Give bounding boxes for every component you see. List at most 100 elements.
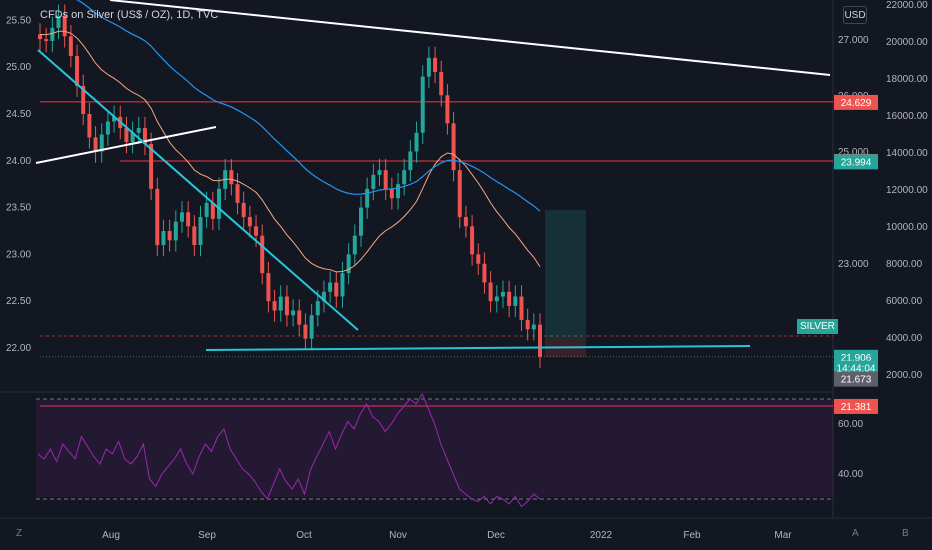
candle-body — [426, 57, 431, 77]
trendline-cyan-support — [205, 345, 751, 351]
volume-axis-tick: 6000.00 — [886, 296, 923, 307]
candle-body — [408, 151, 413, 171]
candle-body — [130, 132, 135, 143]
candle-body — [81, 85, 86, 114]
candle-body — [488, 282, 493, 302]
auto-scale-button[interactable]: A — [852, 528, 859, 539]
candle-body — [99, 134, 104, 152]
trendline-white-long — [109, 0, 831, 76]
candle-body — [463, 216, 468, 227]
ema-line — [39, 30, 541, 273]
candle-body — [38, 34, 42, 40]
time-axis-tick: Oct — [296, 530, 312, 541]
candle-body — [87, 114, 92, 138]
candle-body — [142, 128, 147, 144]
left-axis-tick: 25.00 — [6, 62, 31, 73]
currency-button[interactable]: USD — [843, 6, 867, 24]
left-axis-tick: 22.00 — [6, 343, 31, 354]
candle-body — [155, 188, 160, 246]
candle-body — [513, 296, 518, 306]
log-scale-button[interactable]: B — [902, 528, 909, 539]
candle-body — [167, 231, 172, 241]
volume-axis-tick: 16000.00 — [886, 111, 928, 122]
candle-body — [531, 324, 536, 330]
right-axis-tick: 25.000 — [838, 147, 869, 158]
left-axis-tick: 23.50 — [6, 203, 31, 214]
price-label-bg — [834, 154, 878, 170]
rsi-line — [37, 392, 541, 508]
candle-body — [93, 137, 98, 152]
candle-body — [192, 226, 197, 246]
candle-body — [309, 315, 314, 339]
candle-body — [352, 235, 357, 255]
left-axis-tick: 25.50 — [6, 15, 31, 26]
left-axis-tick: 23.00 — [6, 249, 31, 260]
price-label-bg — [834, 398, 878, 414]
volume-axis-tick: 2000.00 — [886, 370, 923, 381]
candle-body — [371, 174, 376, 189]
candle-body — [358, 207, 363, 236]
candle-body — [62, 15, 67, 37]
candle-body — [377, 170, 382, 175]
candle-body — [500, 291, 505, 297]
candle-body — [321, 291, 326, 302]
candle-body — [470, 226, 475, 255]
volume-axis-tick: 12000.00 — [886, 185, 928, 196]
candle-body — [254, 226, 259, 236]
time-axis-tick: Feb — [683, 530, 701, 541]
candle-body — [420, 76, 425, 133]
candle-body — [538, 324, 542, 357]
candle-body — [414, 132, 419, 152]
candle-body — [198, 216, 203, 246]
candle-body — [334, 282, 339, 297]
candle-body — [297, 310, 302, 325]
candle-body — [217, 188, 222, 219]
candle-body — [124, 128, 129, 143]
candle-body — [284, 296, 289, 316]
time-axis-tick: Nov — [389, 530, 407, 541]
candle-body — [383, 170, 388, 189]
candle-body — [68, 36, 73, 56]
right-axis-tick: 27.000 — [838, 35, 869, 46]
trendline-cyan-down — [37, 49, 359, 331]
candle-body — [340, 273, 345, 297]
left-axis-tick: 22.50 — [6, 296, 31, 307]
candle-body — [247, 216, 252, 227]
volume-axis-tick: 22000.00 — [886, 0, 928, 11]
candle-body — [149, 143, 154, 189]
candle-body — [260, 235, 265, 274]
timezone-icon[interactable]: Z — [16, 528, 23, 539]
candle-body — [507, 291, 512, 306]
time-axis-tick: Mar — [774, 530, 792, 541]
rsi-band — [36, 400, 833, 497]
candle-body — [303, 324, 308, 339]
candle-body — [519, 296, 524, 320]
candle-body — [494, 296, 499, 302]
candle-body — [439, 71, 444, 96]
time-axis-tick: 2022 — [590, 530, 613, 541]
sma-line — [76, 0, 541, 212]
candle-body — [328, 282, 333, 292]
candle-body — [210, 202, 215, 219]
candle-body — [266, 273, 271, 302]
candle-body — [173, 221, 178, 241]
left-axis-tick: 24.00 — [6, 156, 31, 167]
volume-axis-tick: 8000.00 — [886, 259, 923, 270]
candle-body — [241, 202, 246, 217]
candle-body — [365, 188, 370, 208]
candle-body — [315, 301, 320, 316]
candle-body — [346, 254, 351, 274]
candle-body — [44, 39, 49, 41]
candle-body — [186, 212, 191, 227]
price-label: 21.673 — [841, 375, 872, 386]
candle-body — [278, 296, 283, 311]
candle-body — [105, 121, 110, 135]
volume-axis-tick: 4000.00 — [886, 333, 923, 344]
candle-body — [56, 15, 61, 28]
volume-axis-tick: 20000.00 — [886, 37, 928, 48]
candle-body — [389, 188, 394, 199]
price-label-bg — [834, 371, 878, 387]
symbol-tag: SILVER — [797, 319, 838, 334]
candle-body — [291, 310, 296, 316]
